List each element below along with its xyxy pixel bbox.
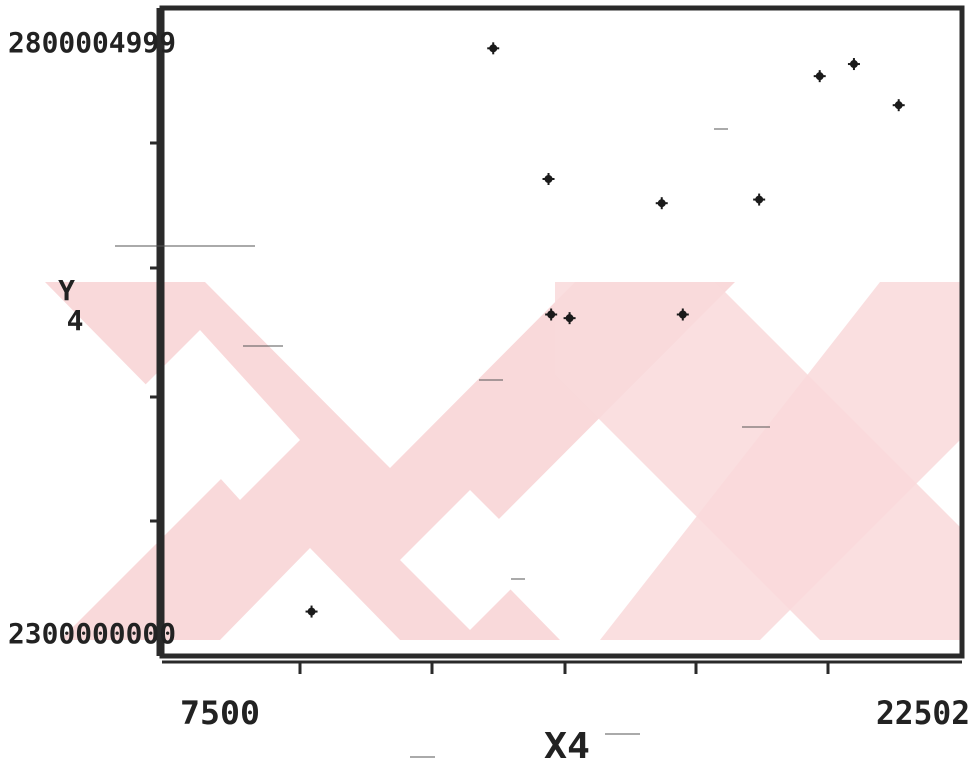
- data-point: [847, 58, 860, 71]
- y-tick-label-bottom: 2300000000: [8, 617, 176, 650]
- data-point: [655, 197, 668, 210]
- x-axis-ticks: [298, 662, 830, 674]
- y-tick-label-top: 2800004999: [8, 26, 176, 59]
- watermark-logo: [45, 282, 960, 640]
- plot-area-frame: [159, 5, 965, 659]
- y-axis-title-letter: Y: [58, 274, 75, 307]
- x-tick-label-left: 7500: [180, 694, 260, 732]
- data-point: [676, 308, 689, 321]
- y-axis-title-digit: 4: [67, 304, 84, 337]
- data-point: [813, 70, 826, 83]
- data-point: [487, 42, 500, 55]
- data-point: [305, 605, 318, 618]
- data-point: [892, 99, 905, 112]
- scatter-points: [305, 42, 905, 618]
- y-axis-title-text: Y 4: [58, 274, 92, 337]
- y-axis-ticks: [150, 141, 162, 523]
- scan-artifacts: [115, 128, 770, 758]
- data-point: [753, 193, 766, 206]
- x-axis-title: X4: [544, 726, 590, 767]
- x-tick-label-right: 22502: [876, 694, 970, 732]
- data-point: [545, 308, 558, 321]
- y-axis-title: Y 4: [58, 274, 92, 337]
- data-point: [542, 172, 555, 185]
- data-point: [563, 312, 576, 325]
